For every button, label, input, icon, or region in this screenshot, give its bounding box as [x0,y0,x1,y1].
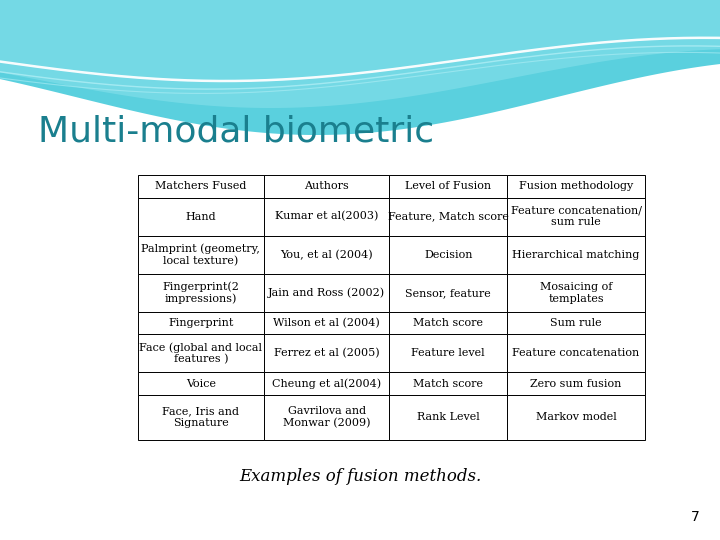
Bar [264,175,390,198]
Bar [507,334,645,373]
Text: You, et al (2004): You, et al (2004) [280,249,373,260]
Bar [264,235,390,274]
Text: Feature concatenation/
sum rule: Feature concatenation/ sum rule [510,206,642,227]
Bar [507,235,645,274]
Text: Cheung et al(2004): Cheung et al(2004) [272,379,381,389]
Polygon shape [0,0,720,108]
Bar [507,274,645,312]
Bar [264,395,390,440]
Bar [138,312,264,334]
Text: Multi-modal biometric: Multi-modal biometric [38,115,434,149]
Bar [138,175,264,198]
Polygon shape [0,0,720,135]
Text: Rank Level: Rank Level [417,413,480,422]
Text: Kumar et al(2003): Kumar et al(2003) [275,212,378,222]
Text: Fingerprint: Fingerprint [168,318,233,328]
Text: Jain and Ross (2002): Jain and Ross (2002) [268,287,385,298]
Text: Hand: Hand [186,212,216,221]
Text: 7: 7 [691,510,700,524]
Text: Feature concatenation: Feature concatenation [513,348,639,359]
Bar [264,198,390,235]
Text: Decision: Decision [424,249,472,260]
Bar [138,274,264,312]
Text: Face, Iris and
Signature: Face, Iris and Signature [163,407,239,428]
Text: Fingerprint(2
impressions): Fingerprint(2 impressions) [163,281,239,304]
Bar [138,373,264,395]
Bar [507,198,645,235]
Bar [390,198,507,235]
Text: Markov model: Markov model [536,413,616,422]
Bar [507,395,645,440]
Text: Hierarchical matching: Hierarchical matching [513,249,640,260]
Text: Feature, Match score: Feature, Match score [388,212,509,221]
Bar [390,334,507,373]
Bar [390,175,507,198]
Bar [507,312,645,334]
Bar [264,274,390,312]
Text: Match score: Match score [413,318,483,328]
Text: Match score: Match score [413,379,483,389]
Text: Zero sum fusion: Zero sum fusion [531,379,622,389]
Text: Palmprint (geometry,
local texture): Palmprint (geometry, local texture) [141,244,261,266]
Bar [507,175,645,198]
Bar [264,312,390,334]
Bar [390,395,507,440]
Bar [390,373,507,395]
Bar [390,274,507,312]
Bar [138,198,264,235]
Text: Feature level: Feature level [411,348,485,359]
Text: Fusion methodology: Fusion methodology [519,181,633,191]
Text: Ferrez et al (2005): Ferrez et al (2005) [274,348,379,359]
Text: Sum rule: Sum rule [550,318,602,328]
Bar [264,373,390,395]
Text: Level of Fusion: Level of Fusion [405,181,491,191]
Text: Matchers Fused: Matchers Fused [156,181,246,191]
Text: Authors: Authors [305,181,349,191]
Text: Mosaicing of
templates: Mosaicing of templates [540,282,612,303]
Bar [138,334,264,373]
Text: Examples of fusion methods.: Examples of fusion methods. [239,468,481,485]
Text: Face (global and local
features ): Face (global and local features ) [140,342,262,365]
Bar [138,235,264,274]
Text: Gavrilova and
Monwar (2009): Gavrilova and Monwar (2009) [283,407,370,428]
Text: Sensor, feature: Sensor, feature [405,288,491,298]
Bar [390,312,507,334]
Bar [138,395,264,440]
Bar [507,373,645,395]
Text: Voice: Voice [186,379,216,389]
Bar [390,235,507,274]
Text: Wilson et al (2004): Wilson et al (2004) [273,318,380,328]
Bar [264,334,390,373]
